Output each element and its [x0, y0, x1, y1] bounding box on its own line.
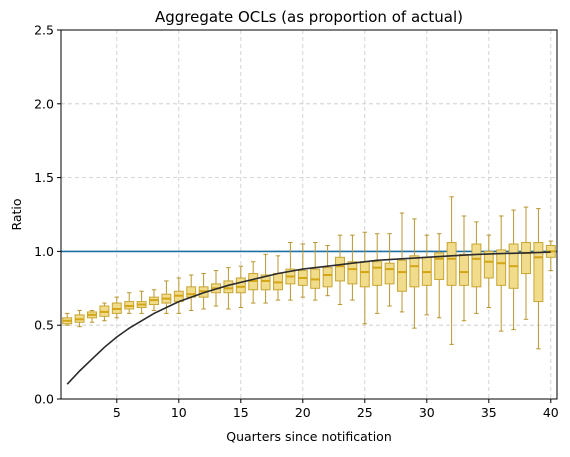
box-plot-q5 [111, 296, 122, 319]
y-tick-label: 0.0 [34, 392, 54, 407]
y-tick-label: 2.5 [34, 23, 54, 38]
box-plot-q32 [446, 196, 457, 345]
x-tick-label: 10 [171, 405, 187, 420]
box-plot-q14 [223, 267, 234, 310]
box-plot-q27 [384, 233, 395, 307]
x-tick-label: 15 [233, 405, 249, 420]
fitted-curve [66, 251, 551, 385]
box-plot-q11 [186, 274, 197, 311]
iqr-box [335, 256, 345, 282]
x-tick-label: 25 [357, 405, 373, 420]
box-plot-q18 [273, 255, 283, 301]
box-plot-q39 [533, 208, 544, 350]
box-plot-q26 [372, 233, 383, 314]
box-plot-q10 [173, 277, 184, 314]
box-plot-q16 [248, 261, 259, 304]
plot-frame [60, 29, 558, 400]
box-plot-q38 [521, 206, 531, 320]
iqr-box [359, 261, 370, 288]
box-plot-q4 [99, 302, 110, 322]
box-plot-q36 [496, 215, 507, 332]
iqr-box [260, 274, 271, 291]
box-plot-q31 [434, 233, 445, 319]
box-plot-q40 [545, 240, 556, 272]
box-plot-q28 [397, 212, 407, 313]
x-axis-label: Quarters since notification [226, 429, 392, 444]
y-axis-label: Ratio [9, 198, 24, 230]
box-plot-q24 [347, 234, 358, 301]
box-plot-q2 [74, 309, 85, 328]
iqr-box [434, 252, 445, 280]
iqr-box [347, 261, 358, 285]
iqr-box [459, 253, 469, 286]
iqr-box [384, 262, 395, 285]
y-tick-label: 1.5 [34, 170, 54, 185]
box-plot-q33 [459, 215, 469, 322]
x-tick-label: 35 [481, 405, 497, 420]
iqr-box [533, 242, 544, 303]
box-plot-q15 [235, 265, 246, 308]
y-tick-label: 2.0 [34, 96, 54, 111]
box-plot-q23 [335, 234, 345, 306]
box-plot-q34 [471, 221, 482, 314]
box-plot-q20 [297, 243, 308, 298]
iqr-box [397, 259, 407, 292]
y-tick-label: 1.0 [34, 244, 54, 259]
iqr-box [446, 242, 457, 286]
box-plot-q21 [310, 242, 321, 301]
box-plot-q25 [359, 231, 370, 325]
y-tick-label: 0.5 [34, 318, 54, 333]
box-plot-q7 [136, 290, 147, 314]
iqr-box [322, 267, 333, 288]
iqr-box [372, 261, 383, 286]
x-tick-label: 20 [295, 405, 311, 420]
box-plot-q22 [322, 244, 333, 297]
box-plot-q3 [87, 309, 97, 323]
box-plot-q17 [260, 253, 271, 304]
x-tick-label: 30 [419, 405, 435, 420]
x-tick-label: 40 [543, 405, 559, 420]
box-plot-q19 [285, 242, 296, 301]
chart-title: Aggregate OCLs (as proportion of actual) [155, 8, 463, 26]
box-plot-q29 [409, 218, 420, 329]
box-plot-q35 [483, 234, 494, 308]
box-plot-q9 [161, 280, 172, 314]
x-tick-label: 5 [113, 405, 121, 420]
box-plot-q8 [149, 289, 159, 311]
iqr-box [409, 255, 420, 288]
box-plot-q30 [421, 234, 432, 316]
box-plot-q6 [124, 292, 135, 314]
iqr-box [483, 250, 494, 279]
iqr-box [496, 249, 507, 286]
iqr-box [471, 243, 482, 288]
iqr-box [235, 277, 246, 294]
box-plot-q37 [508, 209, 519, 331]
iqr-box [521, 242, 531, 275]
box-plot-q1 [62, 312, 73, 326]
